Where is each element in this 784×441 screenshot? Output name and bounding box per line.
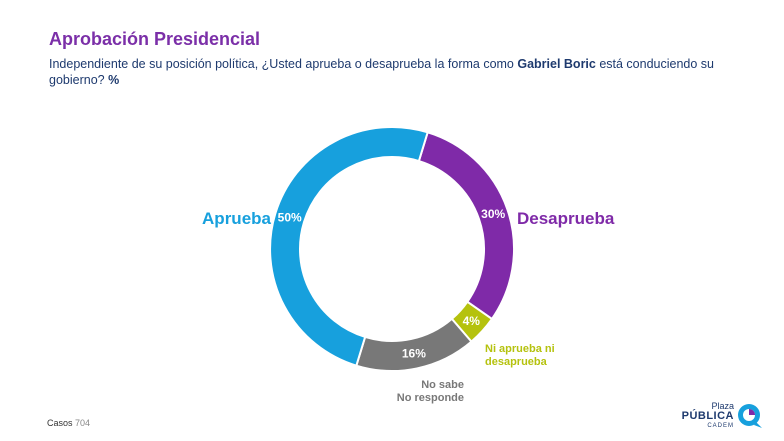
value-label-aprueba: 50% [278,211,302,225]
casos-label: Casos [47,418,73,428]
subtitle-text: Independiente de su posición política, ¿… [49,57,518,71]
logo-line-cadem: CADEM [707,423,734,429]
speech-bubble-icon [738,404,762,428]
subtitle-unit: % [108,73,120,87]
casos-value: 704 [75,418,91,428]
slice-no-sabe-no-responde [355,317,473,372]
category-label-aprueba: Aprueba [202,209,272,228]
chart-subtitle: Independiente de su posición política, ¿… [49,56,739,88]
subtitle-president-name: Gabriel Boric [517,57,596,71]
sample-size: Casos 704 [47,418,90,428]
chart-title: Aprobación Presidencial [49,29,261,49]
slice-desaprueba [417,131,515,321]
value-label-desaprueba: 30% [481,207,505,221]
plaza-publica-logo: Plaza PÚBLICA CADEM [682,400,768,432]
category-label-no-sabe-no-responde: No sabe No responde [397,379,464,404]
logo-line-plaza: Plaza [711,401,734,411]
subtitle-text-end: está conduciendo su gobierno? [49,57,714,87]
value-label-no-sabe-no-responde: 16% [402,347,426,361]
category-label-ni-aprueba-ni-desaprueba: Ni aprueba ni desaprueba [485,343,555,368]
logo-line-publica: PÚBLICA [681,410,734,422]
category-label-desaprueba: Desaprueba [517,209,615,228]
slice-aprueba [269,126,429,367]
value-label-ni-aprueba-ni-desaprueba: 4% [463,314,481,328]
